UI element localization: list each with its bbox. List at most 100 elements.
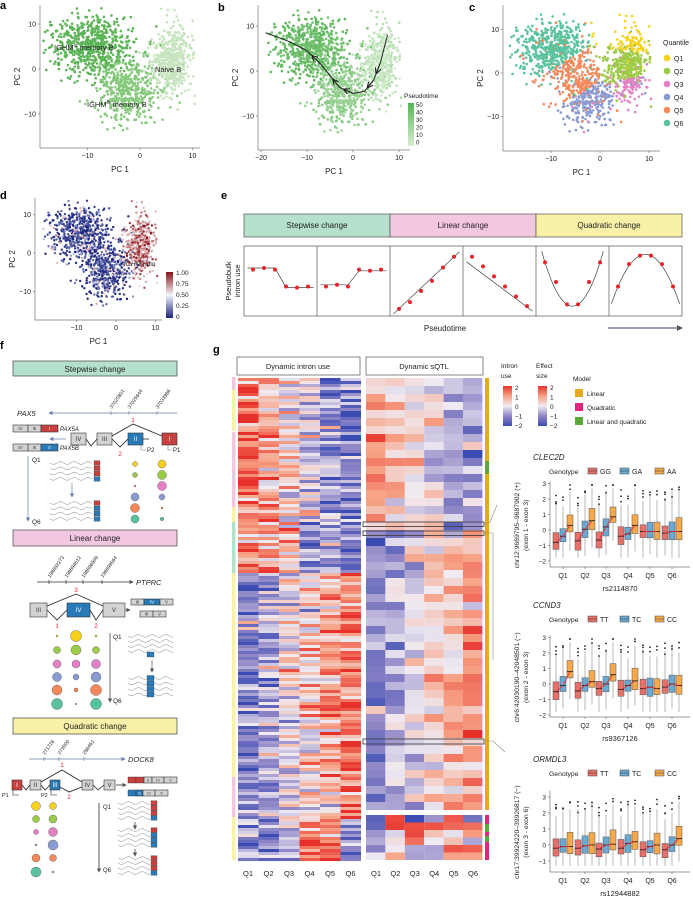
scatter-point xyxy=(136,105,139,109)
scatter-point xyxy=(572,96,575,99)
scatter-point xyxy=(587,33,591,37)
scatter-point xyxy=(180,82,184,86)
scatter-point xyxy=(640,82,643,86)
scatter-point xyxy=(598,55,601,59)
scatter-point xyxy=(541,58,545,61)
scatter-point xyxy=(354,54,358,57)
scatter-point xyxy=(89,25,93,28)
scatter-point xyxy=(102,15,106,19)
scatter-point xyxy=(621,76,624,79)
scatter-point xyxy=(280,65,284,68)
scatter-point xyxy=(550,34,554,37)
scatter-point xyxy=(98,69,101,72)
scatter-point xyxy=(346,70,350,73)
scatter-point xyxy=(619,51,623,55)
scatter-point xyxy=(379,88,382,91)
scatter-point xyxy=(92,19,96,22)
scatter-point xyxy=(551,54,554,58)
legend-swatch xyxy=(663,80,671,88)
scatter-point xyxy=(346,85,349,88)
scatter-point xyxy=(98,56,102,59)
scatter-point xyxy=(591,74,594,78)
scatter-point xyxy=(528,59,532,62)
scatter-point xyxy=(178,67,182,70)
scatter-point xyxy=(106,25,109,29)
scatter-point xyxy=(626,35,630,39)
scatter-point xyxy=(126,97,129,101)
scatter-point xyxy=(561,50,565,53)
scatter-point xyxy=(101,38,105,42)
scatter-point xyxy=(336,63,340,66)
scatter-point xyxy=(181,72,184,76)
scatter-point xyxy=(99,96,103,100)
scatter-point xyxy=(59,23,62,26)
scatter-point xyxy=(344,98,348,102)
scatter-point xyxy=(567,36,571,40)
scatter-point xyxy=(561,105,565,109)
scatter-point xyxy=(317,104,320,108)
scatter-point xyxy=(336,130,340,134)
scatter-point xyxy=(345,108,348,111)
scatter-point xyxy=(610,67,614,71)
scatter-point xyxy=(68,67,72,70)
scatter-point xyxy=(551,44,555,48)
scatter-point xyxy=(560,26,564,30)
scatter-point xyxy=(636,67,640,70)
scatter-point xyxy=(601,106,605,109)
scatter-point xyxy=(648,57,652,61)
scatter-point xyxy=(376,10,379,14)
scatter-point xyxy=(311,75,315,78)
scatter-point xyxy=(170,97,174,101)
scatter-point xyxy=(342,114,345,117)
scatter-point xyxy=(540,83,543,87)
population-label: IGHMlo memory B xyxy=(54,43,114,52)
scatter-point xyxy=(582,55,586,59)
scatter-point xyxy=(151,95,154,99)
legend-swatch xyxy=(663,106,671,114)
scatter-point xyxy=(104,46,107,49)
scatter-point xyxy=(522,57,525,61)
scatter-point xyxy=(335,37,339,41)
scatter-point xyxy=(137,77,141,81)
scatter-point xyxy=(362,65,366,69)
scatter-point xyxy=(68,50,72,54)
scatter-point xyxy=(306,44,310,48)
scatter-point xyxy=(267,41,270,45)
scatter-point xyxy=(561,66,565,70)
scatter-point xyxy=(377,98,381,102)
y-axis-label: PC 2 xyxy=(13,67,22,85)
scatter-point xyxy=(168,30,172,34)
scatter-point xyxy=(334,51,338,55)
panel-label: b xyxy=(218,2,225,14)
scatter-point xyxy=(134,37,138,41)
scatter-point xyxy=(126,107,129,111)
scatter-point xyxy=(510,35,513,39)
scatter-point xyxy=(615,95,619,98)
scatter-point xyxy=(590,111,593,115)
scatter-point xyxy=(270,31,274,34)
scatter-point xyxy=(124,111,128,114)
scatter-point xyxy=(190,34,194,38)
scatter-point xyxy=(324,37,328,41)
scatter-point xyxy=(310,39,313,43)
scatter-point xyxy=(623,75,627,79)
label-sup: lo xyxy=(74,43,78,49)
colorbar-tick: 20 xyxy=(416,126,423,132)
scatter-point xyxy=(640,92,644,96)
scatter-point xyxy=(76,15,80,19)
scatter-point xyxy=(113,74,116,78)
scatter-point xyxy=(568,27,572,30)
scatter-point xyxy=(124,84,128,87)
scatter-point xyxy=(159,73,163,76)
scatter-point xyxy=(70,41,74,45)
scatter-point xyxy=(570,79,573,83)
scatter-point xyxy=(105,31,108,34)
scatter-point xyxy=(560,30,563,34)
scatter-point xyxy=(603,69,606,72)
scatter-point xyxy=(82,58,85,62)
scatter-point xyxy=(102,77,106,81)
scatter-point xyxy=(180,36,184,39)
scatter-point xyxy=(628,95,632,99)
scatter-point xyxy=(103,40,107,44)
scatter-point xyxy=(120,46,124,50)
